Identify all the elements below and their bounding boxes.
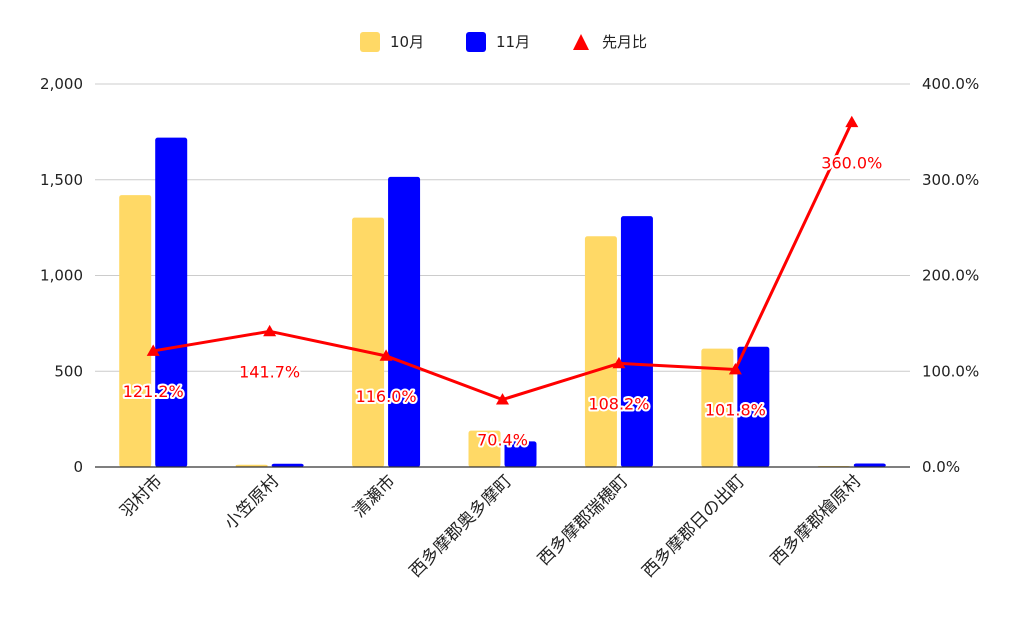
legend: 10月 11月 先月比 [360,32,647,52]
category-label: 西多摩郡瑞穂町 [534,471,632,569]
bar-nov [388,176,421,467]
data-label: 116.0% [356,387,417,406]
ratio-data-labels: 121.2%121.2%141.7%141.7%116.0%116.0%70.4… [121,151,885,451]
data-label-halo: 116.0% [356,387,417,406]
category-labels: 羽村市 小笠原村 清瀬市 西多摩郡奥多摩町 西多摩郡瑞穂町 西多摩郡日の出町 西多摩郡檜原村 [117,471,866,582]
data-label-halo: 121.2% [123,382,184,401]
right-tick-label: 300.0% [922,171,979,189]
data-label-halo: 108.2% [588,394,649,413]
category-label: 清瀬市 [349,471,399,521]
left-tick-label: 1,500 [40,171,83,189]
bar-series [119,137,886,467]
category-label: 西多摩郡檜原村 [766,471,865,570]
legend-swatch [466,32,486,52]
category-label: 西多摩郡日の出町 [639,471,749,581]
ratio-line-series [146,115,859,405]
right-tick-label: 200.0% [922,267,979,285]
ratio-marker [146,344,160,356]
data-label: 141.7% [239,362,300,381]
bar-nov [853,463,886,467]
left-tick-label: 2,000 [40,75,83,93]
right-tick-label: 0.0% [922,458,960,476]
data-label: 360.0% [821,153,882,172]
left-tick-label: 1,000 [40,267,83,285]
ratio-marker [612,356,626,369]
data-label-halo: 101.8% [705,401,766,420]
ratio-marker [496,393,509,405]
category-label: 羽村市 [117,471,167,521]
ratio-marker [263,324,277,337]
ratio-marker [379,349,393,361]
right-tick-label: 100.0% [922,362,979,380]
category-label: 小笠原村 [221,471,283,533]
ratio-marker [845,115,859,128]
left-tick-label: 500 [54,362,83,380]
right-axis-ticks: 0.0% 100.0% 200.0% 300.0% 400.0% [922,75,979,476]
data-label: 101.8% [705,401,766,420]
data-label-halo: 360.0% [821,153,882,172]
bar-oct [352,217,385,467]
left-axis-ticks: 0 500 1,000 1,500 2,000 [40,75,83,476]
data-label: 121.2% [123,382,184,401]
left-tick-label: 0 [73,458,83,476]
data-label-halo: 141.7% [239,362,300,381]
legend-label: 11月 [496,33,530,51]
gridlines [95,83,910,372]
bar-oct [701,348,734,467]
data-label: 70.4% [477,431,528,450]
bar-oct [468,430,501,467]
data-label-halo: 70.4% [477,431,528,450]
ratio-marker [728,363,742,375]
bar-oct [119,195,152,467]
bar-nov [504,441,537,467]
legend-label: 先月比 [602,33,647,51]
legend-swatch [360,32,380,52]
legend-marker [573,34,589,50]
right-tick-label: 400.0% [922,75,979,93]
legend-label: 10月 [390,33,424,51]
category-label: 西多摩郡奥多摩町 [406,471,516,581]
data-label: 108.2% [588,394,649,413]
bar-nov [271,463,304,467]
bar-oct [584,236,617,467]
bar-nov [620,216,653,467]
bar-nov [155,137,188,467]
bar-nov [737,346,770,467]
